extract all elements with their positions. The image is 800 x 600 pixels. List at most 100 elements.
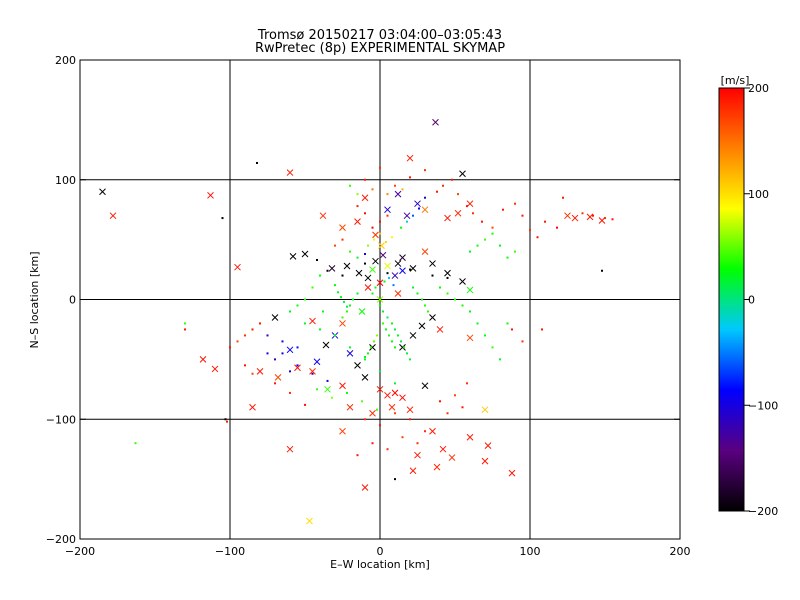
- data-point-dot: [529, 229, 531, 232]
- data-point-cross: [571, 214, 579, 222]
- data-point-cross: [508, 469, 516, 477]
- data-point-cross: [369, 266, 376, 273]
- x-tick-label: −100: [215, 545, 245, 558]
- data-point-dot: [394, 382, 396, 385]
- x-tick-label: 200: [670, 545, 691, 558]
- data-point-dot: [469, 250, 471, 253]
- data-point-dot: [424, 430, 426, 433]
- data-point-dot: [379, 304, 381, 307]
- data-point-dot: [601, 269, 603, 272]
- data-point-dot: [311, 286, 314, 289]
- data-point-dot: [370, 346, 372, 349]
- data-point-dot: [511, 328, 513, 331]
- data-point-dot: [376, 408, 378, 411]
- data-point-cross: [361, 484, 369, 491]
- data-point-cross: [429, 427, 436, 435]
- data-point-cross: [109, 212, 117, 220]
- data-point-dot: [340, 296, 342, 299]
- data-point-dot: [409, 358, 411, 361]
- data-point-dot: [491, 232, 494, 235]
- data-point-dot: [424, 196, 426, 199]
- data-point-dot: [374, 286, 377, 289]
- data-point-dot: [364, 355, 366, 358]
- data-point-cross: [271, 314, 279, 321]
- data-point-dot: [379, 166, 381, 169]
- data-point-cross: [429, 260, 436, 267]
- data-point-cross: [289, 253, 297, 260]
- data-point-dot: [226, 420, 228, 423]
- data-point-dot: [461, 406, 464, 409]
- data-point-cross: [421, 206, 429, 214]
- y-tick-label: 200: [55, 54, 76, 67]
- y-tick-label: −100: [46, 413, 76, 426]
- data-point-dot: [406, 352, 408, 355]
- data-point-dot: [236, 340, 239, 343]
- data-point-dot: [431, 274, 434, 277]
- data-point-cross: [294, 364, 301, 372]
- data-point-cross: [399, 267, 406, 275]
- data-point-dot: [499, 358, 501, 361]
- data-point-dot: [349, 184, 351, 187]
- data-point-cross: [99, 188, 106, 196]
- data-point-cross: [391, 272, 399, 279]
- data-point-cross: [384, 206, 391, 214]
- data-point-dot: [371, 442, 374, 445]
- data-point-dot: [224, 418, 227, 421]
- colorbar-tick-label: 200: [748, 82, 769, 95]
- data-point-cross: [409, 332, 417, 339]
- data-point-dot: [388, 334, 390, 337]
- data-point-dot: [421, 298, 423, 301]
- data-point-dot: [436, 190, 438, 193]
- y-axis-label: N–S location [km]: [28, 251, 41, 348]
- data-point-dot: [562, 196, 564, 199]
- data-point-dot: [326, 379, 329, 382]
- data-point-dot: [514, 202, 516, 205]
- chart-title-group: Tromsø 20150217 03:04:00–03:05:43 RwPret…: [255, 28, 505, 56]
- data-point-cross: [399, 254, 406, 261]
- data-point-dot: [385, 241, 387, 244]
- colorbar-tick-label: 100: [748, 188, 769, 201]
- data-point-dot: [229, 346, 231, 349]
- data-point-cross: [384, 262, 391, 270]
- data-point-cross: [309, 317, 316, 325]
- data-point-cross: [394, 190, 402, 198]
- data-point-dot: [409, 418, 411, 421]
- data-point-dot: [251, 328, 254, 331]
- data-point-cross: [313, 358, 321, 366]
- colorbar-tick-label: −200: [748, 505, 778, 518]
- x-tick-label: 0: [377, 545, 384, 558]
- colorbar-ticks: −200 −100 0 100 200: [744, 82, 778, 518]
- data-point-cross: [384, 391, 391, 399]
- data-point-dot: [451, 178, 453, 181]
- data-point-cross: [414, 451, 421, 459]
- data-point-cross: [207, 191, 214, 199]
- data-point-dot: [536, 236, 539, 239]
- data-point-dot: [514, 250, 516, 253]
- data-point-dot: [472, 212, 474, 215]
- data-point-cross: [433, 463, 441, 471]
- data-point-cross: [432, 118, 439, 126]
- data-point-dot: [446, 292, 449, 295]
- data-point-dot: [244, 364, 246, 367]
- data-point-dot: [316, 388, 318, 391]
- data-point-cross: [274, 373, 282, 381]
- x-tick-label: 100: [520, 545, 541, 558]
- data-point-dot: [446, 276, 449, 279]
- data-point-dot: [499, 244, 501, 247]
- data-point-dot: [296, 346, 299, 349]
- data-point-cross: [403, 212, 411, 220]
- data-point-cross: [372, 257, 379, 265]
- data-point-cross: [466, 334, 474, 342]
- data-point-dot: [409, 268, 411, 271]
- data-point-dot: [331, 396, 333, 399]
- data-point-dot: [356, 205, 359, 208]
- data-point-dot: [556, 226, 558, 229]
- data-point-cross: [355, 269, 363, 277]
- data-point-dot: [364, 418, 366, 421]
- data-point-cross: [249, 403, 256, 411]
- data-point-dot: [346, 391, 348, 394]
- data-point-dot: [319, 328, 321, 331]
- data-point-cross: [394, 290, 402, 297]
- data-point-dot: [484, 334, 486, 337]
- data-point-dot: [521, 340, 524, 343]
